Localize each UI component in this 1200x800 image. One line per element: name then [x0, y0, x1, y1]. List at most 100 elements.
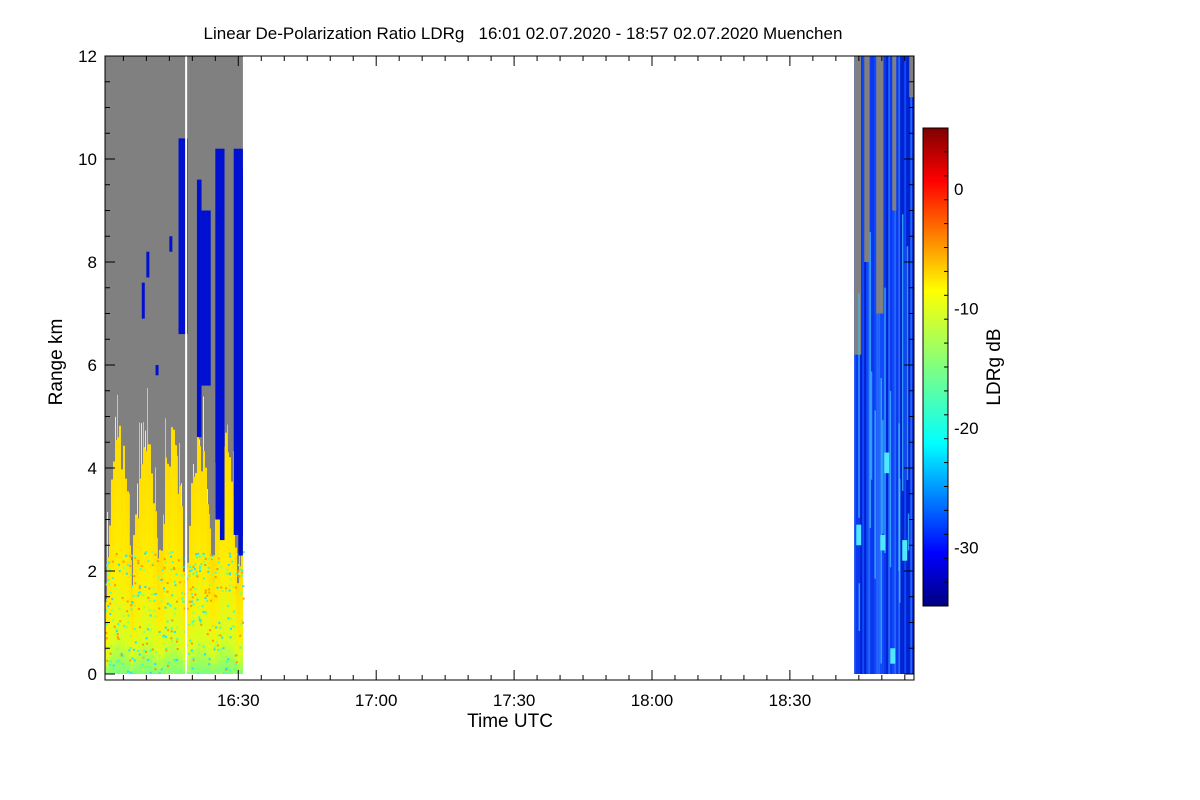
depol-column: [199, 446, 201, 674]
depol-pixel: [222, 647, 225, 650]
depol-pixel: [211, 639, 214, 642]
depol-pixel: [116, 604, 119, 607]
depol-pixel: [111, 598, 114, 601]
depol-pixel: [228, 589, 231, 592]
depol-pixel: [147, 560, 150, 563]
depol-column: [237, 583, 239, 674]
depol-column: [141, 464, 143, 674]
depol-column: [111, 479, 113, 674]
depol-pixel: [163, 636, 166, 639]
depol-pixel: [215, 626, 218, 629]
depol-pixel: [205, 612, 208, 615]
depol-pixel: [138, 587, 141, 590]
depol-pixel: [112, 619, 115, 622]
depol-pixel: [190, 592, 193, 595]
depol-pixel: [183, 577, 186, 580]
depol-pixel: [114, 584, 117, 587]
depol-speckle: [193, 463, 194, 477]
depol-pixel: [186, 607, 189, 610]
depol-pixel: [150, 593, 153, 596]
signal-column: [880, 56, 883, 674]
depol-pixel: [205, 564, 208, 567]
depol-pixel: [134, 556, 137, 559]
depol-pixel: [130, 608, 133, 611]
depol-column: [155, 511, 157, 674]
cyan-streak: [898, 423, 900, 571]
depol-speckle: [181, 483, 182, 507]
depol-pixel: [222, 672, 225, 674]
signal-column: [856, 56, 859, 674]
depol-pixel: [129, 646, 132, 649]
depol-pixel: [190, 649, 193, 652]
depol-pixel: [106, 607, 109, 610]
depol-pixel: [233, 610, 236, 613]
colorbar-tick-label: -20: [954, 419, 979, 438]
depol-pixel: [240, 574, 243, 577]
depol-pixel: [208, 591, 211, 594]
depol-pixel: [199, 620, 202, 623]
depol-pixel: [196, 582, 199, 585]
depol-pixel: [117, 659, 120, 662]
depol-column: [127, 491, 129, 674]
cyan-streak: [884, 287, 886, 554]
depol-speckle: [129, 493, 130, 546]
plot-frame: [104, 55, 915, 681]
depol-pixel: [126, 600, 129, 603]
signal-column: [888, 56, 891, 674]
depol-pixel: [198, 643, 201, 646]
depol-pixel: [137, 607, 140, 610]
cyan-streak: [906, 246, 909, 481]
depol-pixel: [165, 624, 168, 627]
depol-speckle: [139, 422, 140, 479]
depol-pixel: [235, 573, 238, 576]
depol-pixel: [188, 623, 191, 626]
depol-pixel: [170, 630, 173, 633]
depol-pixel: [120, 654, 123, 657]
depol-pixel: [127, 620, 130, 623]
depol-pixel: [139, 585, 142, 588]
cloud-streak: [215, 148, 225, 520]
depol-column: [231, 481, 233, 674]
depol-pixel: [160, 668, 163, 671]
cyan-blob: [880, 534, 886, 551]
depol-pixel: [176, 638, 179, 641]
depol-pixel: [163, 628, 166, 631]
depol-column: [235, 547, 237, 674]
depol-speckle: [143, 422, 144, 448]
depol-pixel: [195, 588, 198, 591]
depol-pixel: [158, 672, 161, 674]
depol-column: [157, 558, 159, 674]
no-signal-patch: [876, 56, 884, 314]
chart-title: Linear De-Polarization Ratio LDRg 16:01 …: [204, 24, 843, 43]
depol-speckle: [147, 388, 148, 445]
depol-pixel: [239, 568, 242, 571]
depol-pixel: [148, 658, 151, 661]
depol-pixel: [190, 642, 193, 645]
depol-column: [139, 478, 141, 674]
depol-pixel: [241, 619, 244, 622]
depol-pixel: [182, 669, 185, 672]
cloud-streak: [196, 179, 202, 438]
depol-column: [121, 469, 123, 674]
depol-pixel: [215, 641, 218, 644]
depol-pixel: [200, 563, 203, 566]
depol-pixel: [165, 671, 168, 674]
depol-pixel: [182, 600, 185, 603]
depol-pixel: [195, 570, 198, 573]
depol-pixel: [191, 667, 194, 670]
depol-pixel: [139, 568, 142, 571]
depol-pixel: [117, 623, 120, 626]
depol-pixel: [131, 585, 134, 588]
depol-column: [167, 463, 169, 674]
depol-pixel: [109, 602, 112, 605]
depol-pixel: [179, 581, 182, 584]
depol-pixel: [138, 653, 141, 656]
depol-pixel: [133, 627, 136, 630]
depol-pixel: [123, 624, 126, 627]
depol-pixel: [155, 673, 158, 674]
cyan-streak: [869, 232, 871, 528]
depol-pixel: [170, 637, 173, 640]
depol-pixel: [237, 572, 240, 575]
signal-column: [882, 56, 885, 674]
depol-pixel: [161, 670, 164, 673]
